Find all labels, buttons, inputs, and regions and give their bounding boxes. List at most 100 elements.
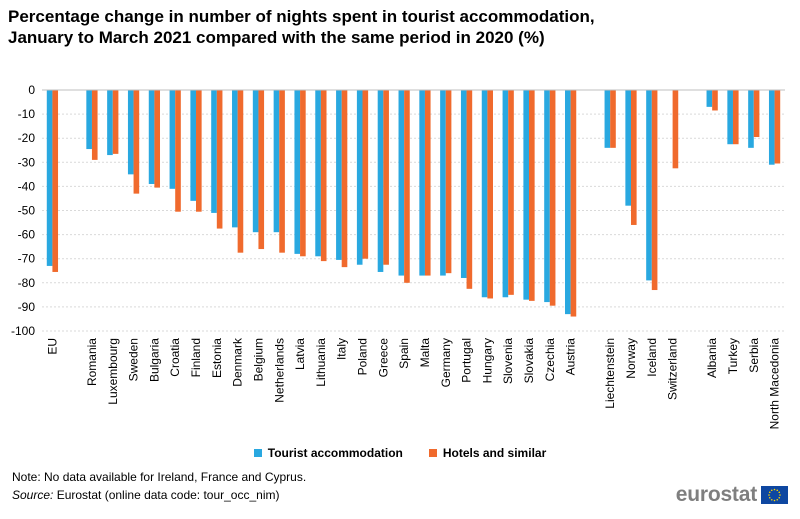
- y-tick-label: -50: [18, 204, 36, 218]
- y-tick-label: 0: [28, 83, 35, 97]
- y-tick-label: -10: [18, 107, 36, 121]
- bar-tourist-accommodation-iceland: [646, 90, 652, 281]
- y-tick-label: -60: [18, 228, 36, 242]
- bar-hotels-and-similar-norway: [630, 90, 637, 225]
- bar-hotels-and-similar-slovakia: [529, 90, 535, 301]
- x-tick-label-serbia: Serbia: [747, 338, 761, 373]
- bar-tourist-accommodation-turkey: [727, 90, 733, 145]
- x-tick-label-poland: Poland: [356, 338, 370, 375]
- bar-hotels-and-similar-denmark: [237, 90, 244, 253]
- y-tick-label: -30: [18, 155, 36, 169]
- bar-tourist-accommodation-austria: [565, 90, 571, 315]
- bar-hotels-and-similar-lithuania: [320, 90, 327, 262]
- bar-tourist-accommodation-greece: [377, 90, 384, 272]
- x-tick-label-greece: Greece: [376, 338, 390, 378]
- bar-hotels-and-similar-eu: [52, 90, 59, 272]
- bar-hotels-and-similar-austria: [570, 90, 577, 317]
- legend-label-tourist-accommodation: Tourist accommodation: [267, 446, 403, 460]
- bar-hotels-and-similar-north-macedonia: [774, 90, 781, 164]
- bar-hotels-and-similar-belgium: [258, 90, 265, 250]
- x-tick-label-slovakia: Slovakia: [522, 338, 536, 384]
- legend: Tourist accommodation Hotels and similar: [0, 446, 800, 460]
- bar-hotels-and-similar-iceland: [651, 90, 658, 291]
- bar-tourist-accommodation-portugal: [460, 90, 467, 278]
- x-tick-label-portugal: Portugal: [460, 338, 474, 383]
- bar-hotels-and-similar-croatia: [175, 90, 181, 212]
- bar-hotels-and-similar-spain: [404, 90, 410, 283]
- bar-hotels-and-similar-germany: [445, 90, 452, 274]
- x-tick-label-luxembourg: Luxembourg: [106, 338, 120, 405]
- legend-label-hotels-and-similar: Hotels and similar: [442, 446, 547, 460]
- x-tick-label-belgium: Belgium: [251, 338, 265, 381]
- source-line: Source: Eurostat (online data code: tour…: [12, 488, 279, 502]
- eurostat-logo-text: eurostat: [675, 483, 757, 506]
- x-tick-label-north-macedonia: North Macedonia: [768, 338, 782, 430]
- bar-hotels-and-similar-hungary: [487, 90, 493, 299]
- x-tick-label-netherlands: Netherlands: [272, 338, 286, 403]
- bar-hotels-and-similar-bulgaria: [154, 90, 161, 188]
- x-tick-label-finland: Finland: [189, 338, 203, 377]
- x-tick-label-germany: Germany: [439, 338, 453, 387]
- bar-tourist-accommodation-serbia: [748, 90, 754, 148]
- bar-tourist-accommodation-czechia: [544, 90, 550, 303]
- x-tick-label-malta: Malta: [418, 338, 432, 368]
- x-tick-label-hungary: Hungary: [480, 338, 494, 383]
- bar-tourist-accommodation-croatia: [169, 90, 176, 189]
- y-tick-label: -90: [18, 300, 36, 314]
- x-tick-label-eu: EU: [45, 338, 59, 355]
- bar-tourist-accommodation-romania: [86, 90, 92, 150]
- bar-tourist-accommodation-luxembourg: [107, 90, 113, 156]
- bar-tourist-accommodation-slovakia: [523, 90, 530, 300]
- x-tick-label-lithuania: Lithuania: [314, 338, 328, 387]
- bar-tourist-accommodation-lithuania: [315, 90, 321, 257]
- bar-tourist-accommodation-denmark: [232, 90, 238, 228]
- bar-tourist-accommodation-netherlands: [273, 90, 280, 233]
- bar-hotels-and-similar-serbia: [753, 90, 760, 137]
- note-text: Note: No data available for Ireland, Fra…: [12, 470, 307, 484]
- y-tick-label: -20: [18, 131, 36, 145]
- bar-hotels-and-similar-malta: [424, 90, 431, 276]
- source-text: Eurostat (online data code: tour_occ_nim…: [53, 488, 280, 502]
- bar-hotels-and-similar-slovenia: [508, 90, 514, 295]
- legend-item-tourist-accommodation: Tourist accommodation: [253, 446, 403, 460]
- legend-swatch-hotels-and-similar: [428, 449, 437, 457]
- x-tick-label-denmark: Denmark: [231, 337, 245, 387]
- source-label: Source:: [12, 488, 54, 502]
- bar-tourist-accommodation-finland: [190, 90, 197, 201]
- bar-hotels-and-similar-finland: [196, 90, 202, 212]
- x-tick-label-czechia: Czechia: [543, 338, 557, 382]
- bar-hotels-and-similar-portugal: [466, 90, 473, 289]
- x-tick-label-latvia: Latvia: [293, 338, 307, 370]
- y-tick-label: -70: [18, 252, 36, 266]
- x-tick-label-turkey: Turkey: [726, 338, 740, 374]
- x-tick-label-albania: Albania: [705, 338, 719, 378]
- eurostat-logo: eurostat: [676, 483, 788, 507]
- bar-hotels-and-similar-turkey: [732, 90, 739, 145]
- bar-hotels-and-similar-luxembourg: [112, 90, 119, 154]
- y-tick-label: -80: [18, 276, 36, 290]
- y-tick-label: -40: [18, 179, 36, 193]
- legend-item-hotels-and-similar: Hotels and similar: [428, 446, 547, 460]
- bar-hotels-and-similar-greece: [383, 90, 389, 265]
- bar-tourist-accommodation-germany: [440, 90, 446, 276]
- x-tick-label-spain: Spain: [397, 338, 411, 369]
- bar-hotels-and-similar-liechtenstein: [610, 90, 616, 148]
- bar-tourist-accommodation-estonia: [211, 90, 217, 213]
- bar-chart: 0 -10 -20 -30 -40 -50 -60 -70 -80 -90 -100 EU Romani…: [11, 83, 785, 430]
- x-tick-label-romania: Romania: [85, 338, 99, 386]
- x-tick-label-liechtenstein: Liechtenstein: [603, 338, 617, 409]
- bar-tourist-accommodation-liechtenstein: [604, 90, 611, 148]
- bar-tourist-accommodation-slovenia: [502, 90, 509, 298]
- x-tick-label-italy: Italy: [335, 338, 349, 360]
- legend-swatch-tourist-accommodation: [253, 449, 262, 457]
- bar-tourist-accommodation-bulgaria: [148, 90, 155, 184]
- bar-tourist-accommodation-spain: [398, 90, 405, 276]
- bar-hotels-and-similar-estonia: [216, 90, 223, 229]
- bar-hotels-and-similar-poland: [362, 90, 369, 259]
- chart-title-line-2: January to March 2021 compared with the …: [8, 28, 545, 47]
- bar-tourist-accommodation-hungary: [481, 90, 488, 298]
- bar-tourist-accommodation-norway: [625, 90, 631, 206]
- x-tick-label-switzerland: Switzerland: [666, 338, 680, 400]
- bar-tourist-accommodation-malta: [419, 90, 425, 276]
- bar-hotels-and-similar-italy: [341, 90, 348, 268]
